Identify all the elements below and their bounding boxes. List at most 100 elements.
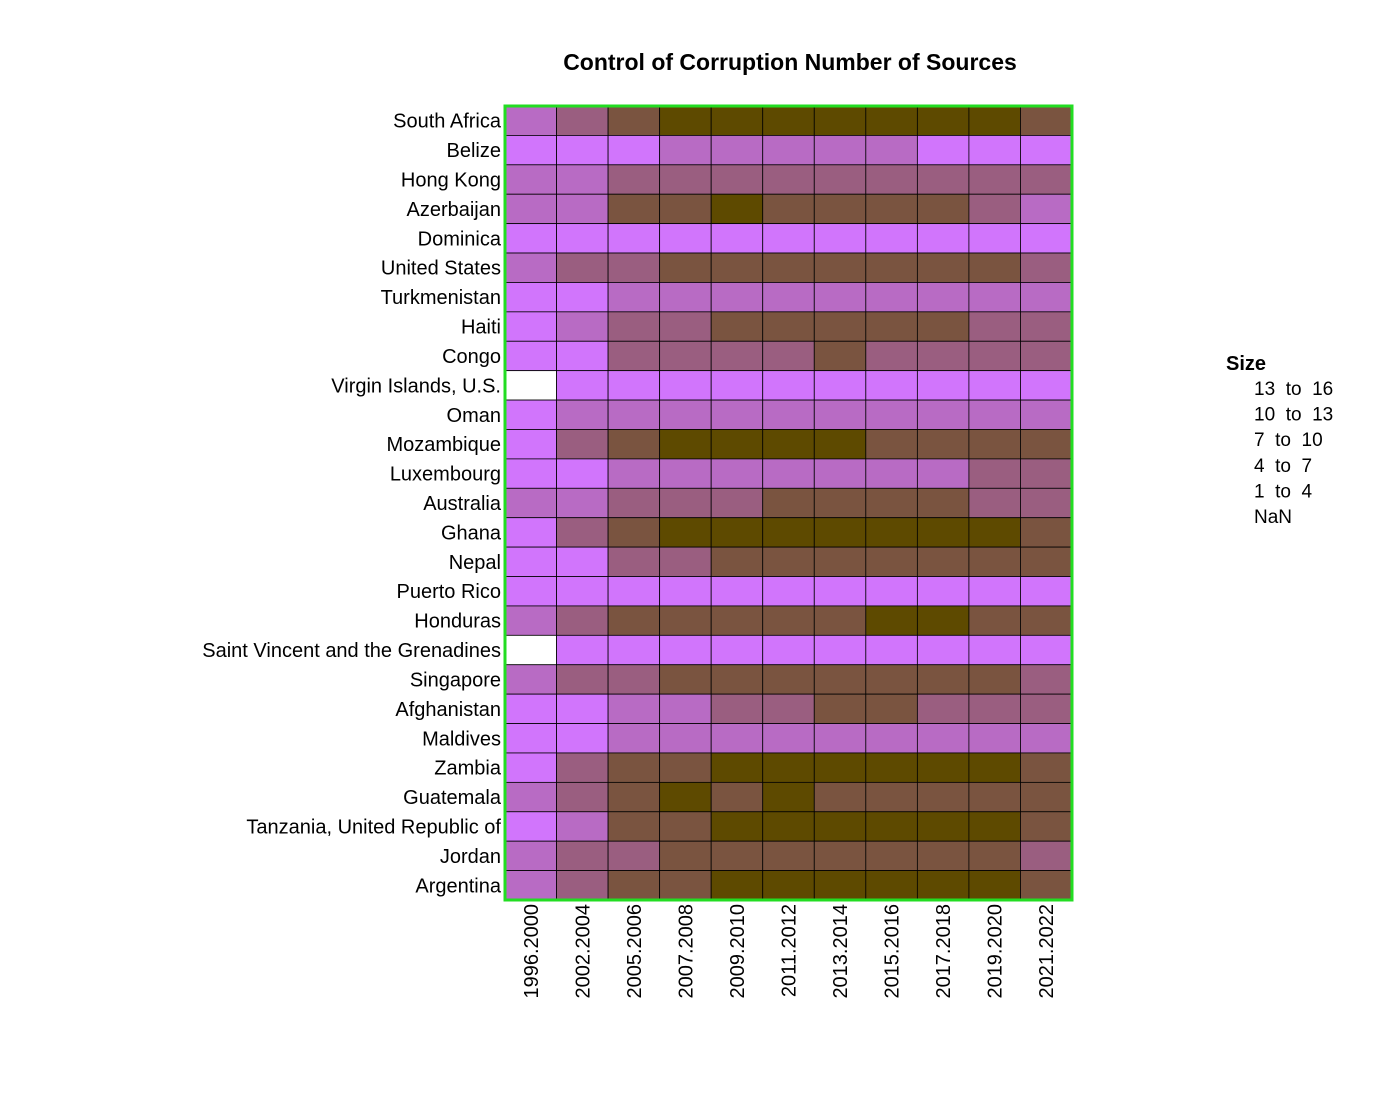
- column-label: 2005.2006: [624, 904, 646, 999]
- heatmap-cell: [813, 429, 867, 460]
- heatmap-cell: [865, 135, 918, 166]
- heatmap-cell: [556, 223, 609, 254]
- heatmap-cell: [916, 135, 970, 166]
- heatmap-cell: [659, 105, 712, 136]
- heatmap-cell: [556, 105, 609, 136]
- heatmap-cell: [607, 723, 661, 754]
- heatmap-cell: [556, 723, 609, 754]
- heatmap-cell: [865, 223, 918, 254]
- heatmap-cell: [865, 693, 918, 724]
- column-label: 2009.2010: [727, 904, 749, 999]
- heatmap-cell: [556, 487, 609, 519]
- heatmap-cell: [916, 164, 970, 195]
- heatmap-cell: [607, 634, 661, 666]
- heatmap-cell: [762, 429, 815, 460]
- heatmap-cell: [762, 164, 815, 195]
- heatmap-cell: [607, 458, 661, 489]
- heatmap-cell: [504, 811, 557, 842]
- heatmap-cell: [916, 282, 970, 313]
- heatmap-cell: [710, 752, 764, 783]
- heatmap-cell: [865, 664, 918, 695]
- heatmap-cell: [607, 429, 661, 460]
- heatmap-cell: [607, 105, 661, 136]
- heatmap-cell: [607, 370, 661, 401]
- heatmap-cell: [968, 781, 1021, 813]
- row-label: Virgin Islands, U.S.: [331, 375, 501, 397]
- heatmap-cell: [865, 576, 918, 607]
- heatmap-cell: [762, 517, 815, 548]
- heatmap-cell: [659, 282, 712, 313]
- heatmap-cell: [1020, 164, 1073, 195]
- heatmap-cell: [1020, 664, 1073, 695]
- heatmap-cell: [813, 164, 867, 195]
- heatmap-cell: [865, 870, 918, 901]
- heatmap-cell: [762, 399, 815, 430]
- heatmap-cell: [710, 870, 764, 901]
- heatmap-cell: [556, 311, 609, 342]
- heatmap-cell: [659, 664, 712, 695]
- heatmap-cell: [556, 781, 609, 813]
- heatmap-cell: [813, 634, 867, 666]
- heatmap-cell: [607, 664, 661, 695]
- heatmap-cell: [916, 458, 970, 489]
- heatmap-cell: [762, 105, 815, 136]
- heatmap-cell: [710, 193, 764, 225]
- legend-title: Size: [1226, 353, 1266, 375]
- heatmap-cell: [968, 458, 1021, 489]
- heatmap-cell: [865, 399, 918, 430]
- heatmap-cell: [659, 458, 712, 489]
- heatmap-cell: [556, 576, 609, 607]
- column-label: 2017.2018: [933, 904, 955, 999]
- column-labels: 1996.2000 2002.2004 2005.2006 2007.2008 2009…: [521, 904, 1058, 999]
- heatmap-cell: [556, 135, 609, 166]
- heatmap-cell: [865, 811, 918, 842]
- heatmap-cell: [762, 311, 815, 342]
- heatmap-cell: [968, 311, 1021, 342]
- heatmap-cell: [607, 752, 661, 783]
- heatmap-cell: [710, 370, 764, 401]
- heatmap-cell: [607, 517, 661, 548]
- heatmap-cell: [813, 340, 867, 372]
- heatmap-cell: [916, 193, 970, 225]
- plot-frame: [503, 104, 1074, 902]
- heatmap-cell: [556, 193, 609, 225]
- heatmap-cell: [762, 870, 815, 901]
- heatmap-cell: [968, 429, 1021, 460]
- heatmap-cell: [762, 546, 815, 577]
- heatmap-cell: [607, 693, 661, 724]
- heatmap-cell: [504, 282, 557, 313]
- row-label: Puerto Rico: [397, 581, 502, 603]
- row-label: Belize: [447, 140, 501, 162]
- row-label: Jordan: [440, 846, 501, 868]
- heatmap-cell: [1020, 458, 1073, 489]
- heatmap-cell: [710, 517, 764, 548]
- heatmap-cell: [504, 105, 557, 136]
- row-label: United States: [381, 258, 501, 280]
- heatmap-cell: [968, 223, 1021, 254]
- heatmap-cell: [968, 576, 1021, 607]
- heatmap-cell: [762, 752, 815, 783]
- heatmap-cell: [865, 546, 918, 577]
- heatmap-cell: [504, 634, 557, 666]
- row-label: Zambia: [434, 758, 502, 780]
- heatmap-cell: [865, 340, 918, 372]
- heatmap-cell: [659, 399, 712, 430]
- heatmap-cell: [1020, 282, 1073, 313]
- heatmap-cell: [710, 576, 764, 607]
- heatmap-cell: [504, 693, 557, 724]
- heatmap-cell: [556, 458, 609, 489]
- heatmap-cell: [865, 105, 918, 136]
- heatmap-cell: [607, 840, 661, 871]
- heatmap-cell: [916, 546, 970, 577]
- heatmap-cell: [1020, 193, 1073, 225]
- row-label: Congo: [442, 346, 501, 368]
- legend-entry: 13 to 16: [1254, 379, 1333, 400]
- heatmap-cell: [556, 664, 609, 695]
- heatmap-cell: [968, 546, 1021, 577]
- row-label: Haiti: [461, 317, 501, 339]
- column-label: 1996.2000: [521, 904, 543, 999]
- heatmap-cell: [813, 781, 867, 813]
- heatmap-cell: [659, 370, 712, 401]
- heatmap-cell: [968, 193, 1021, 225]
- heatmap-cell: [556, 164, 609, 195]
